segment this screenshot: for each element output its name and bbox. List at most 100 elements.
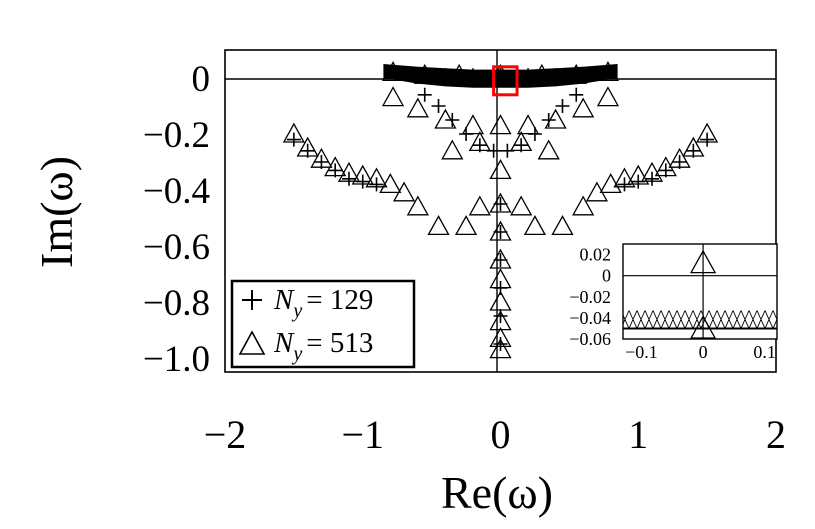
point-ny513 bbox=[489, 114, 512, 135]
inset-crosshatch-band bbox=[623, 310, 777, 329]
point-ny513 bbox=[406, 195, 429, 216]
point-ny129 bbox=[548, 68, 563, 83]
inset-point bbox=[689, 315, 717, 339]
point-ny513 bbox=[489, 192, 512, 213]
legend-marker-plus bbox=[242, 290, 262, 310]
x-axis-title-text: Re(ω) bbox=[441, 467, 553, 518]
inset-x-tick-label: 0.1 bbox=[753, 342, 776, 362]
point-ny513 bbox=[510, 195, 533, 216]
x-tick-label: 1 bbox=[628, 412, 648, 457]
point-ny513 bbox=[324, 156, 347, 177]
point-ny129 bbox=[700, 132, 715, 147]
point-ny513 bbox=[572, 97, 595, 118]
point-ny513 bbox=[530, 63, 553, 84]
point-ny513 bbox=[696, 122, 719, 143]
inset-y-tick-label: −0.02 bbox=[569, 287, 611, 307]
point-ny513 bbox=[296, 136, 319, 157]
x-axis-title: Re(ω) bbox=[441, 467, 553, 518]
point-ny513 bbox=[544, 108, 567, 129]
point-ny513 bbox=[489, 248, 512, 269]
point-ny513 bbox=[468, 195, 491, 216]
point-ny513 bbox=[461, 114, 485, 135]
point-ny129 bbox=[286, 132, 301, 147]
point-ny129 bbox=[493, 253, 508, 267]
point-ny513 bbox=[427, 215, 450, 236]
point-ny129 bbox=[521, 68, 536, 83]
point-ny513 bbox=[351, 164, 374, 185]
point-ny513 bbox=[613, 167, 636, 188]
y-tick-label: −0.6 bbox=[143, 227, 210, 268]
point-ny129 bbox=[465, 68, 480, 83]
point-ny513 bbox=[523, 215, 547, 236]
point-ny513 bbox=[489, 338, 512, 359]
point-ny513 bbox=[489, 159, 512, 180]
inset-x-tick-label: 0 bbox=[699, 342, 708, 362]
inset-plot: −0.1 0 0.10.020−0.02−0.04−0.06 bbox=[569, 243, 778, 362]
x-tick-label: 0 bbox=[491, 412, 511, 457]
point-ny513 bbox=[489, 220, 512, 241]
y-tick-label: −1.0 bbox=[143, 339, 210, 380]
legend-label-ny513: Ny = 513 bbox=[273, 327, 373, 365]
point-ny129 bbox=[431, 99, 446, 113]
point-ny513 bbox=[381, 86, 405, 107]
point-ny513 bbox=[392, 181, 416, 202]
point-ny129 bbox=[576, 68, 591, 83]
point-ny129 bbox=[445, 113, 460, 127]
point-ny513 bbox=[489, 290, 512, 311]
point-ny513 bbox=[337, 161, 361, 182]
point-ny513 bbox=[489, 327, 512, 348]
point-ny129 bbox=[493, 68, 508, 83]
point-ny513 bbox=[510, 131, 533, 152]
point-ny513 bbox=[454, 215, 478, 236]
point-ny129 bbox=[569, 87, 584, 102]
legend-marker-triangle bbox=[238, 330, 266, 355]
point-ny129 bbox=[410, 68, 425, 83]
point-ny513 bbox=[489, 268, 512, 289]
point-ny129 bbox=[541, 113, 556, 127]
x-tick-label: −1 bbox=[341, 412, 384, 457]
point-ny129 bbox=[341, 171, 356, 186]
point-ny129 bbox=[417, 87, 432, 102]
point-ny513 bbox=[551, 215, 574, 236]
point-ny129 bbox=[493, 225, 508, 239]
point-ny513 bbox=[468, 131, 491, 152]
inset-plot-area bbox=[622, 243, 778, 340]
inset-point bbox=[689, 249, 717, 274]
x-tick-label: −2 bbox=[204, 412, 247, 457]
point-ny513 bbox=[627, 164, 650, 185]
point-ny513 bbox=[282, 122, 305, 143]
y-tick-label: 0 bbox=[192, 59, 211, 100]
inset-y-tick-label: 0 bbox=[602, 266, 611, 286]
y-tick-label: −0.4 bbox=[143, 171, 210, 212]
point-ny513 bbox=[489, 63, 512, 84]
x-tick-label: 2 bbox=[766, 412, 786, 457]
inset-x-tick-label: −0.1 bbox=[625, 342, 658, 362]
inset-y-tick-label: −0.06 bbox=[569, 329, 611, 349]
point-ny513 bbox=[668, 147, 691, 168]
point-ny513 bbox=[381, 61, 405, 82]
zoom-region-highlight bbox=[492, 65, 519, 97]
legend-label-ny513-text: = 513 bbox=[306, 327, 373, 359]
point-ny513 bbox=[379, 173, 402, 194]
legend-label-ny129-text: = 129 bbox=[306, 284, 373, 316]
legend-label-ny129: Ny = 129 bbox=[273, 284, 373, 322]
point-ny129 bbox=[645, 171, 660, 186]
point-ny513 bbox=[565, 63, 588, 84]
legend: Ny = 129 Ny = 513 bbox=[230, 279, 416, 369]
y-axis-title-text: Im(ω) bbox=[31, 156, 82, 268]
point-ny513 bbox=[596, 86, 620, 107]
point-ny513 bbox=[441, 139, 464, 160]
point-ny513 bbox=[448, 63, 471, 84]
point-ny513 bbox=[310, 147, 333, 168]
point-ny129 bbox=[438, 68, 453, 83]
point-ny513 bbox=[434, 108, 457, 129]
y-tick-label: −0.8 bbox=[143, 283, 210, 324]
inset-y-tick-label: −0.04 bbox=[569, 308, 611, 328]
point-ny513 bbox=[596, 61, 620, 82]
point-ny513 bbox=[516, 114, 540, 135]
point-ny513 bbox=[572, 195, 595, 216]
point-ny129 bbox=[493, 197, 508, 211]
legend-box bbox=[230, 279, 416, 369]
point-ny513 bbox=[682, 136, 705, 157]
